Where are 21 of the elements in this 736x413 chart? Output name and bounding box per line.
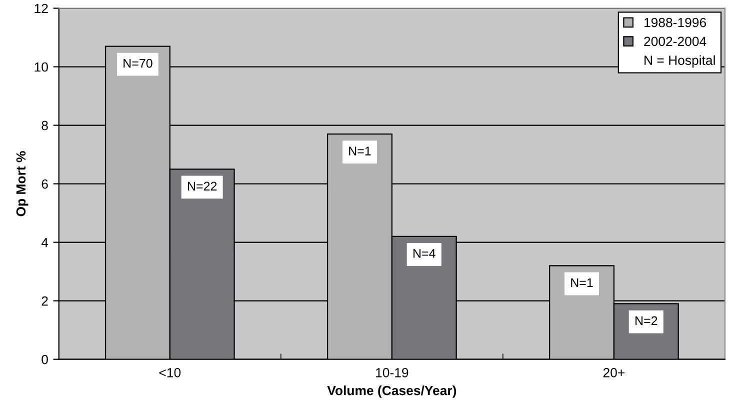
x-tick-label: 10-19 — [376, 368, 408, 378]
y-tick-label: 2 — [42, 296, 48, 306]
y-axis-title: Op Mort % — [16, 151, 28, 216]
annotation: N=2 — [636, 316, 658, 326]
annotation: N = Hospital — [644, 55, 715, 68]
y-tick-label: 10 — [34, 62, 48, 72]
y-tick-label: 12 — [34, 4, 48, 14]
legend-label: 2002-2004 — [644, 36, 706, 46]
y-tick-label: 6 — [42, 179, 48, 189]
x-axis-title: Volume (Cases/Year) — [327, 386, 456, 398]
annotation: N=22 — [188, 182, 217, 190]
y-tick-label: 0 — [42, 354, 48, 364]
y-tick-label: 4 — [41, 238, 48, 248]
annotation: N=70 — [124, 58, 152, 68]
x-tick-label: <10 — [159, 368, 181, 378]
x-tick-label: 20+ — [603, 368, 624, 378]
y-tick-label: 8 — [42, 120, 48, 130]
annotation: N=1 — [571, 278, 593, 287]
annotation: N=4 — [414, 249, 436, 258]
legend-label: 1988-1996 — [644, 18, 706, 28]
annotation: N=1 — [349, 146, 371, 156]
